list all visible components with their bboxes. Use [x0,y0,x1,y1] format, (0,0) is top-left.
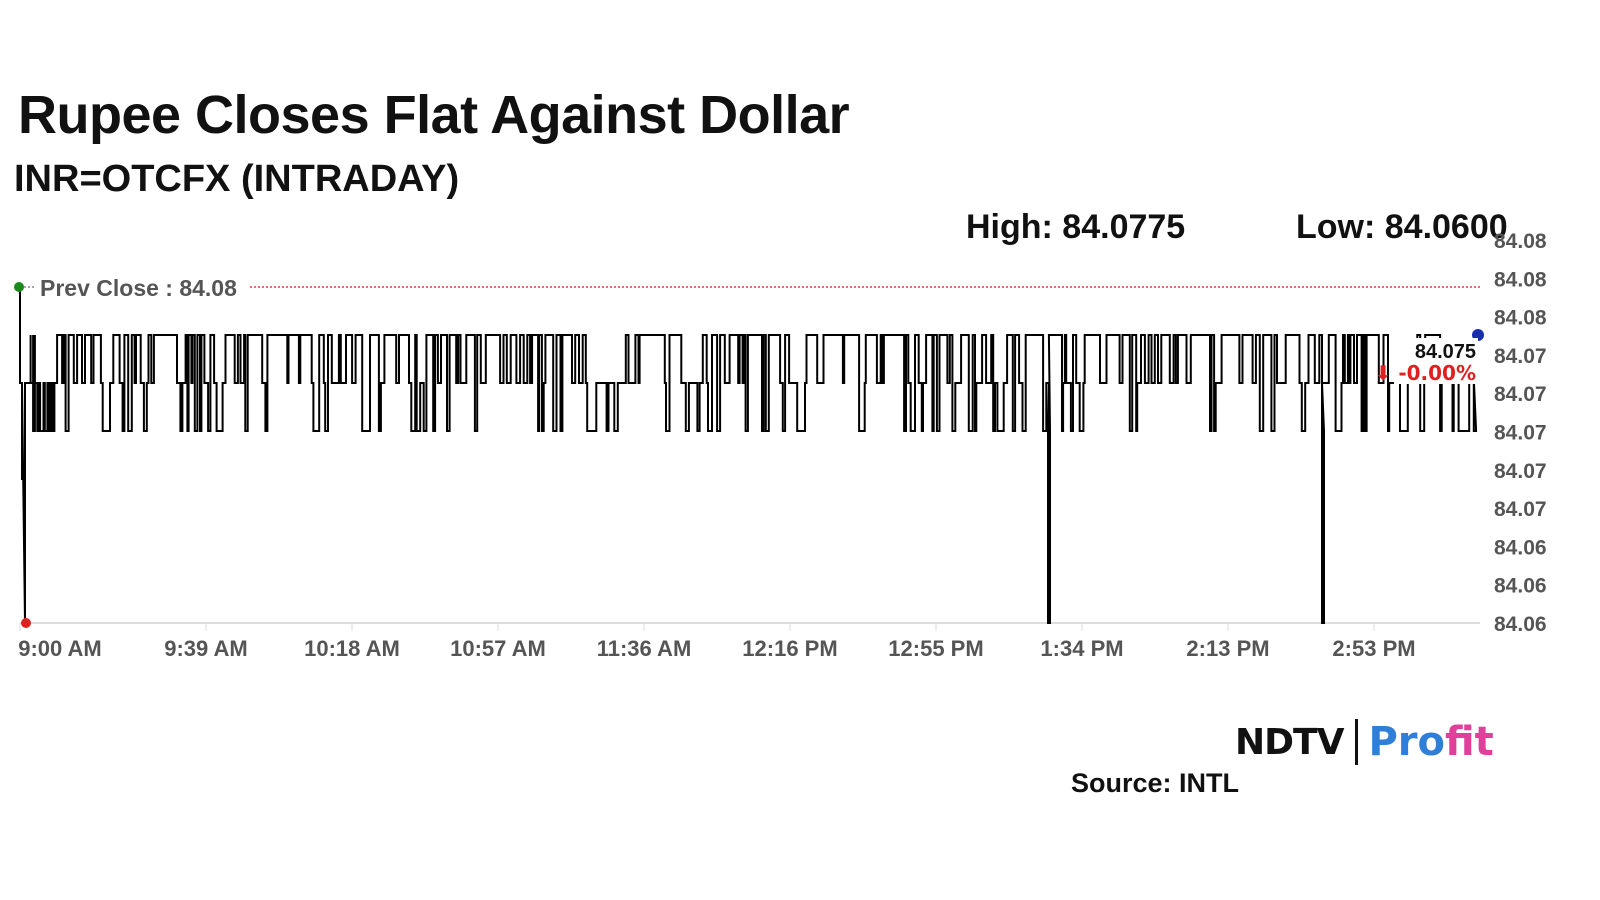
y-tick-label: 84.06 [1494,575,1547,598]
low-point-marker [21,618,31,628]
y-tick-label: 84.06 [1494,613,1547,636]
y-tick-label: 84.07 [1494,460,1547,483]
last-value-label: 84.075 [1415,341,1476,363]
x-tick-label: 12:55 PM [888,636,983,661]
y-tick-label: 84.07 [1494,345,1547,368]
chart-title: Rupee Closes Flat Against Dollar [18,85,850,145]
y-tick-label: 84.08 [1494,307,1547,330]
y-tick-label: 84.08 [1494,230,1547,253]
series-line [19,287,1478,624]
prev-close-label: Prev Close : 84.08 [40,275,237,301]
x-tick-label: 10:57 AM [450,636,546,661]
source-note: Source: INTL [1071,768,1240,798]
y-tick-label: 84.06 [1494,536,1547,559]
high-value: High: 84.0775 [966,208,1186,246]
change-percent-label: ⬇ -0.00% [1375,361,1476,385]
x-tick-label: 2:53 PM [1332,636,1415,661]
x-tick-label: 10:18 AM [304,636,400,661]
y-tick-label: 84.07 [1494,383,1547,406]
x-tick-label: 9:00 AM [18,636,102,661]
y-tick-label: 84.07 [1494,422,1547,445]
last-value-box [1394,338,1478,384]
logo-ndtv-text: NDTV [1235,721,1344,763]
x-tick-label: 12:16 PM [742,636,837,661]
logo-divider [1355,719,1359,765]
x-tick-label: 2:13 PM [1186,636,1269,661]
x-tick-label: 1:34 PM [1040,636,1123,661]
x-tick-label: 11:36 AM [597,636,692,661]
ndtv-profit-logo: NDTV Profit [1235,716,1494,768]
y-tick-label: 84.08 [1494,268,1547,291]
logo-profit-text: Profit [1368,719,1494,765]
y-tick-label: 84.07 [1494,498,1547,521]
chart-subtitle: INR=OTCFX (INTRADAY) [14,158,460,200]
open-point-marker [14,282,24,292]
x-tick-label: 9:39 AM [164,636,248,661]
low-value: Low: 84.0600 [1296,208,1508,246]
